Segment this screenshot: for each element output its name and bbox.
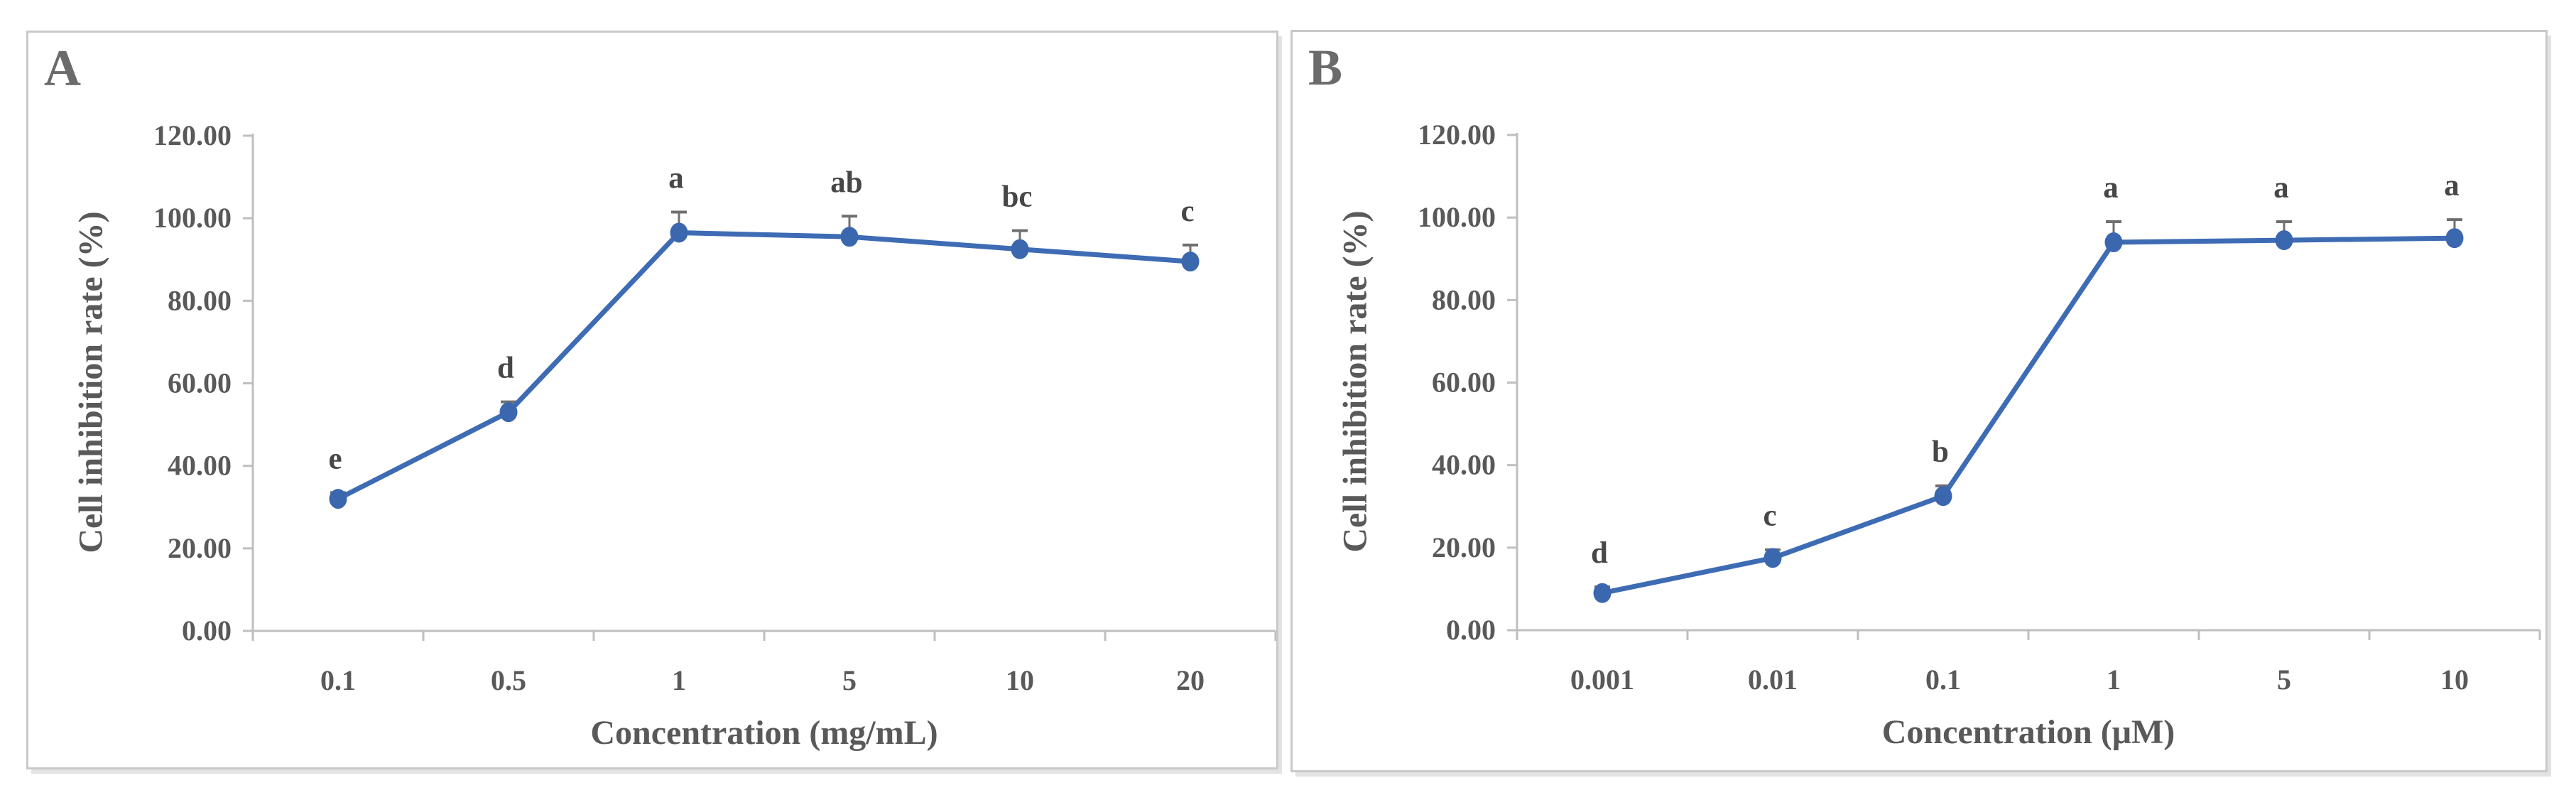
y-axis-title-b: Cell inhibition rate (%) (1336, 210, 1374, 553)
y-tick-label: 40.00 (168, 450, 232, 482)
panel-label-b: B (1308, 39, 1343, 96)
significance-letter: d (1591, 536, 1608, 570)
data-point-marker (1593, 583, 1612, 603)
series-line (335, 229, 1193, 502)
y-tick-label: 20.00 (168, 532, 232, 564)
y-tick-label: 120.00 (1418, 119, 1496, 151)
data-point-marker (1763, 548, 1782, 568)
y-tick-label: 80.00 (168, 284, 232, 316)
x-tick-label: 5 (2277, 664, 2291, 696)
x-tick-label: 0.5 (491, 664, 526, 696)
chart-canvas: 0.00 20.00 40.00 60.00 80.00 100.00 120.00 0.1 0… (153, 119, 1276, 696)
panel-b: 0.00 20.00 40.00 60.00 80.00 100.00 120.00 0.00… (1290, 30, 2548, 772)
data-point-marker (1181, 252, 1200, 272)
significance-letter: bc (1002, 180, 1033, 214)
y-tick-label: 120.00 (153, 119, 232, 151)
x-tick-label: 10 (2440, 664, 2469, 696)
chart-canvas: 0.00 20.00 40.00 60.00 80.00 100.00 120.00 0.00… (1418, 119, 2541, 696)
series-line (1599, 235, 2457, 596)
x-tick-label: 0.001 (1570, 664, 1634, 696)
y-tick-label: 0.00 (182, 615, 232, 647)
x-tick-label: 10 (1006, 664, 1034, 696)
x-tick-label: 0.01 (1748, 664, 1798, 696)
significance-letter: c (1180, 195, 1194, 228)
y-tick-label: 20.00 (1432, 531, 1496, 563)
data-point-marker (2445, 228, 2464, 249)
significance-letter: c (1763, 499, 1776, 533)
y-tick-label: 60.00 (1432, 367, 1496, 399)
x-axis-title-b: Concentration (μM) (1881, 713, 2175, 751)
data-point-marker (1934, 486, 1952, 507)
x-tick-label: 1 (2107, 664, 2121, 696)
chart-a: 0.00 20.00 40.00 60.00 80.00 100.00 120.00 0.1 0… (28, 33, 1276, 767)
data-point-marker (1011, 239, 1029, 259)
data-point-marker (2104, 232, 2123, 253)
x-axis-title-a: Concentration (mg/mL) (590, 714, 938, 752)
x-tick-label: 0.1 (1925, 664, 1961, 696)
significance-letter: b (1932, 436, 1949, 469)
significance-letter: a (2273, 171, 2289, 205)
y-axis-title-a: Cell inhibition rate (%) (72, 211, 110, 553)
significance-letter: ab (830, 166, 862, 199)
data-point-marker (2275, 230, 2293, 251)
significance-letter: a (2103, 171, 2119, 205)
x-tick-label: 20 (1176, 664, 1205, 696)
y-tick-label: 60.00 (168, 367, 232, 399)
data-point-marker (499, 402, 518, 423)
x-tick-label: 0.1 (320, 664, 356, 696)
significance-letter: d (497, 352, 514, 385)
data-point-marker (670, 222, 688, 243)
x-tick-label: 1 (672, 664, 686, 696)
y-tick-label: 100.00 (1418, 201, 1496, 233)
chart-b: 0.00 20.00 40.00 60.00 80.00 100.00 120.00 0.00… (1293, 32, 2545, 770)
x-tick-label: 5 (842, 664, 857, 696)
significance-letter: a (668, 161, 684, 195)
panel-label-a: A (44, 40, 81, 97)
significance-letter: a (2444, 169, 2460, 202)
data-point-marker (329, 489, 347, 509)
y-tick-label: 0.00 (1446, 614, 1496, 646)
panel-a: 0.00 20.00 40.00 60.00 80.00 100.00 120.00 0.1 0… (26, 31, 1278, 769)
data-point-marker (840, 227, 859, 247)
significance-letter: e (328, 442, 342, 475)
y-tick-label: 80.00 (1432, 283, 1496, 315)
y-tick-label: 100.00 (153, 202, 232, 234)
y-tick-label: 40.00 (1432, 449, 1496, 481)
